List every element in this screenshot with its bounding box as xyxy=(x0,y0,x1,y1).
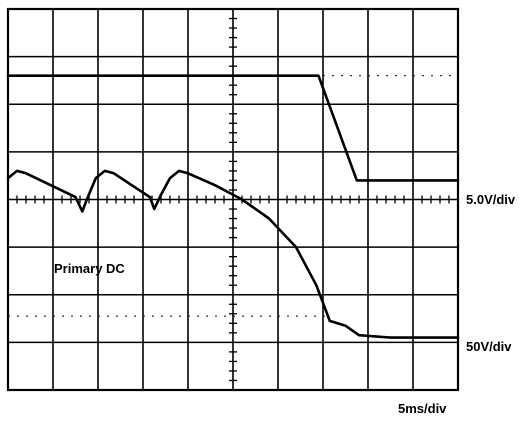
traces xyxy=(6,74,460,339)
reference-lines xyxy=(8,75,458,317)
time-scale-label: 5ms/div xyxy=(398,401,447,416)
channel-a-scale-label: 5.0V/div xyxy=(466,192,516,207)
channel-b-scale-label: 50V/div xyxy=(466,339,512,354)
graticule-border xyxy=(6,7,460,392)
trace-label-primary-dc: Primary DC xyxy=(54,261,125,276)
graticule xyxy=(6,7,460,392)
trace-channel-a xyxy=(6,74,460,182)
trace-primary-dc xyxy=(6,169,460,339)
